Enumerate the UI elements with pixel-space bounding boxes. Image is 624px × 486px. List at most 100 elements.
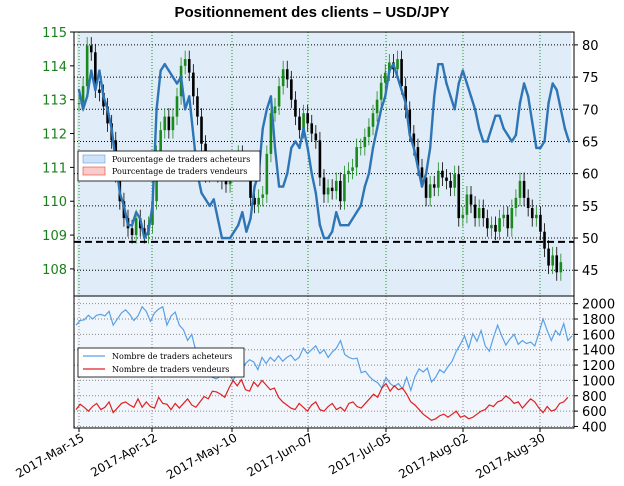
sentiment-band	[448, 32, 453, 296]
buyers-pct-segment	[559, 108, 567, 130]
sentiment-band	[423, 32, 429, 296]
buyers-pct-segment	[543, 101, 550, 143]
candle-body	[355, 147, 358, 168]
left-tick-label: 113	[42, 94, 67, 109]
candle-body	[167, 116, 171, 131]
candle-body	[441, 170, 444, 178]
candle-body	[461, 214, 465, 219]
count-band	[252, 296, 257, 428]
sentiment-band	[546, 32, 551, 296]
buyers-pct-segment	[77, 88, 85, 111]
buyers-pct-segment	[179, 75, 187, 111]
candle-body	[187, 59, 191, 73]
count-band	[399, 296, 404, 428]
sentiment-band	[338, 32, 343, 296]
buyers-pct-segment	[261, 108, 269, 130]
sentiment-band	[501, 32, 506, 296]
candle-body	[249, 167, 252, 198]
legend-label-buyers-pct: Pourcentage de traders acheteurs	[112, 155, 250, 164]
count-band	[464, 296, 470, 428]
sentiment-band	[387, 32, 392, 296]
bottom-legend: Nombre de traders acheteurs Nombre de tr…	[77, 347, 245, 378]
buyers-pct-segment	[371, 127, 379, 150]
candle-body	[281, 69, 285, 87]
buyers-pct-segment	[118, 191, 126, 208]
bottom-tick-label: 600	[582, 405, 607, 420]
count-band	[297, 296, 302, 428]
candle-body	[539, 214, 542, 232]
candle-body	[486, 218, 489, 229]
count-band	[321, 296, 327, 428]
sentiment-band	[329, 32, 335, 296]
buyers-count-line	[75, 305, 573, 393]
candle-body	[269, 113, 273, 154]
candle-body	[437, 170, 440, 188]
sentiment-band	[293, 32, 298, 296]
sentiment-band	[489, 32, 494, 296]
candle-body	[408, 109, 412, 134]
sentiment-band	[313, 32, 319, 296]
buyers-pct-segment	[269, 95, 277, 150]
right-tick-label: 70	[582, 103, 599, 118]
buyers-pct-segment	[551, 82, 558, 92]
candle-body	[535, 214, 538, 219]
buyers-pct-segment	[379, 95, 387, 111]
sentiment-band	[289, 32, 294, 296]
count-band	[554, 296, 559, 428]
buyers-pct-segment	[232, 223, 240, 233]
buyers-pct-segment	[306, 146, 313, 175]
candle-body	[163, 116, 167, 131]
count-band	[497, 296, 502, 428]
candle-body	[261, 194, 265, 198]
count-band	[329, 296, 335, 428]
buyers-pct-segment	[502, 127, 509, 137]
candle-body	[314, 133, 318, 141]
count-band	[301, 296, 306, 428]
count-band	[493, 296, 498, 428]
right-tick-label: 65	[582, 135, 599, 150]
candle-body	[416, 147, 420, 168]
candle-body	[375, 99, 379, 114]
candle-body	[134, 218, 138, 236]
candle-body	[555, 255, 559, 273]
count-band	[334, 296, 339, 428]
left-tick-label: 110	[42, 195, 67, 210]
candle-body	[330, 187, 334, 192]
candle-body	[257, 197, 260, 205]
buyers-pct-segment	[286, 146, 293, 175]
candle-body	[196, 96, 199, 117]
candle-body	[457, 174, 461, 219]
buyers-pct-segment	[245, 217, 252, 233]
count-band	[521, 296, 527, 428]
candle-body	[98, 89, 101, 93]
sentiment-band	[485, 32, 490, 296]
count-band	[293, 296, 298, 428]
candle-body	[510, 208, 514, 229]
candle-body	[445, 177, 448, 181]
count-band	[342, 296, 347, 428]
buyers-pct-segment	[375, 108, 383, 130]
count-band	[411, 296, 417, 428]
candle-body	[318, 140, 322, 178]
count-band	[456, 296, 461, 428]
buyers-pct-segment	[416, 166, 424, 188]
count-band	[387, 296, 392, 428]
buyers-pct-segment	[249, 185, 256, 220]
sentiment-band	[513, 32, 519, 296]
buyers-pct-segment	[404, 101, 411, 137]
legend-swatch-buyers	[82, 154, 106, 164]
sentiment-band	[476, 32, 482, 296]
sentiment-band	[374, 32, 380, 296]
count-band	[403, 296, 408, 428]
candle-body	[473, 204, 477, 219]
buyers-pct-segment	[469, 95, 477, 111]
count-band	[309, 296, 314, 428]
buyers-pct-segment	[147, 204, 154, 233]
buyers-pct-segment	[200, 191, 207, 201]
candle-body	[453, 174, 456, 188]
left-tick-label: 111	[42, 161, 67, 176]
count-band	[427, 296, 433, 428]
buyers-pct-segment	[396, 75, 403, 92]
candle-body	[347, 170, 350, 175]
sentiment-band	[334, 32, 339, 296]
